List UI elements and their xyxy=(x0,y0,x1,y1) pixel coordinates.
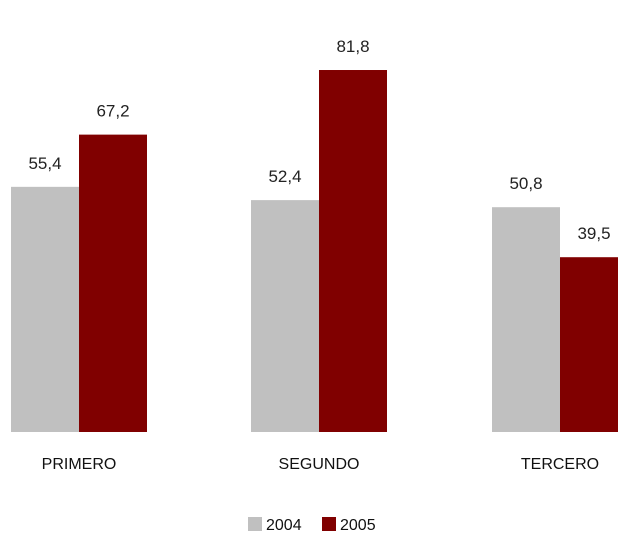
bars-layer xyxy=(11,70,618,432)
bar-tercero-2005 xyxy=(560,257,618,432)
legend-swatch-2005 xyxy=(322,517,336,531)
legend-label-2004: 2004 xyxy=(266,517,302,534)
value-label-segundo-2004: 52,4 xyxy=(268,167,301,186)
category-labels-layer: PRIMERO SEGUNDO TERCERO xyxy=(42,456,599,473)
bar-segundo-2005 xyxy=(319,70,387,432)
category-label-segundo: SEGUNDO xyxy=(279,456,360,473)
category-label-tercero: TERCERO xyxy=(521,456,599,473)
legend-swatch-2004 xyxy=(248,517,262,531)
bar-primero-2004 xyxy=(11,186,79,432)
bar-segundo-2004 xyxy=(251,200,319,432)
value-label-primero-2005: 67,2 xyxy=(96,102,129,121)
category-label-primero: PRIMERO xyxy=(42,456,117,473)
value-label-primero-2004: 55,4 xyxy=(28,154,61,173)
value-label-tercero-2004: 50,8 xyxy=(509,174,542,193)
value-label-segundo-2005: 81,8 xyxy=(336,37,369,56)
bar-tercero-2004 xyxy=(492,207,560,432)
legend-label-2005: 2005 xyxy=(340,517,376,534)
value-labels-layer: 55,4 67,2 52,4 81,8 50,8 39,5 xyxy=(28,37,610,243)
value-label-tercero-2005: 39,5 xyxy=(577,224,610,243)
legend: 2004 2005 xyxy=(248,517,376,534)
bar-primero-2005 xyxy=(79,134,147,432)
